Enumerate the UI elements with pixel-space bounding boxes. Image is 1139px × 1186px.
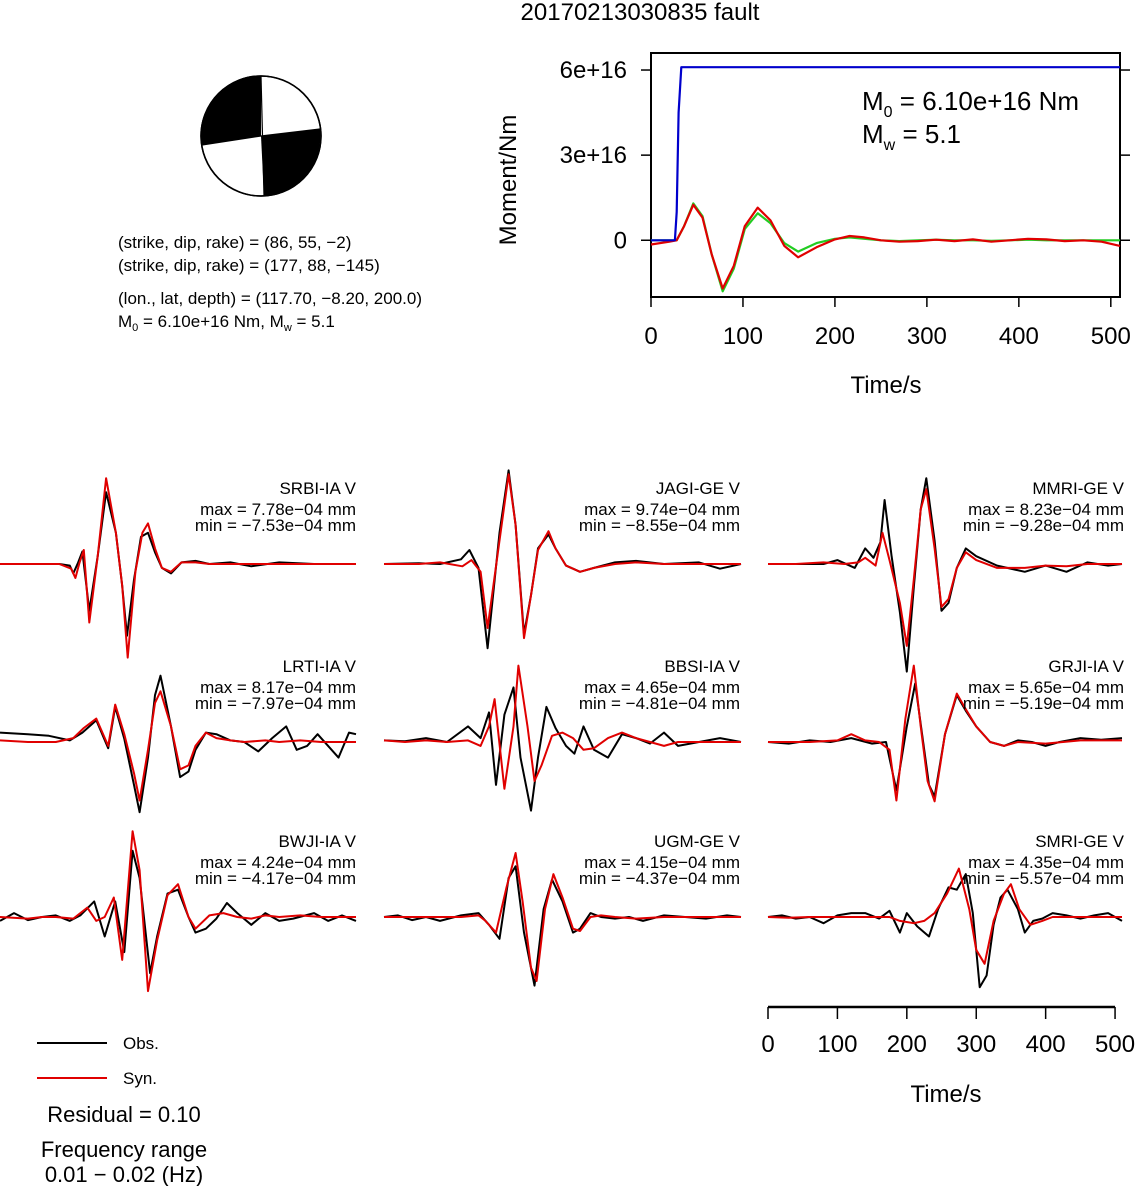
station-max: max = 8.23e−04 mm [968, 500, 1124, 519]
figure-title: 20170213030835 fault [521, 0, 760, 26]
station-max: max = 5.65e−04 mm [968, 678, 1124, 697]
synthetic-trace [0, 830, 356, 993]
moment-series-line [650, 203, 1121, 290]
synthetic-trace [768, 488, 1122, 647]
station-name: SRBI-IA V [279, 479, 356, 498]
moment-xtick-label: 0 [644, 323, 657, 350]
moment-axes: 0 100 200 300 400 500 0 3e+16 6e+16 [560, 57, 1131, 350]
station-name: UGM-GE V [654, 832, 741, 851]
station-min: min = −5.19e−04 mm [963, 694, 1124, 713]
moment-ytick-label: 6e+16 [560, 57, 627, 84]
station-min: min = −7.97e−04 mm [195, 694, 356, 713]
waveform-xtick-label: 0 [761, 1031, 774, 1058]
station-max: max = 7.78e−04 mm [200, 500, 356, 519]
moment-series-line [651, 66, 1120, 242]
moment-ylabel: Moment/Nm [495, 115, 522, 246]
focal-plane-1: (strike, dip, rake) = (86, 55, −2) [118, 233, 351, 252]
moment-rate-chart: 0 100 200 300 400 500 0 3e+16 6e+16 Time/s Momen… [495, 52, 1131, 399]
moment-xtick-label: 500 [1091, 323, 1131, 350]
moment-mw-label: Mw = 5.1 [862, 119, 961, 154]
station-min: min = −4.17e−04 mm [195, 869, 356, 888]
station-max: max = 4.65e−04 mm [584, 678, 740, 697]
waveform-xtick-label: 300 [956, 1031, 996, 1058]
station-name: JAGI-GE V [656, 479, 741, 498]
moment-ytick-label: 0 [614, 227, 627, 254]
waveform-xtick-label: 100 [817, 1031, 857, 1058]
waveform-xlabel: Time/s [910, 1081, 981, 1108]
moment-series-line [651, 202, 1120, 293]
magnitude-summary: M0 = 6.10e+16 Nm, Mw = 5.1 [118, 312, 335, 334]
moment-plot-frame [650, 52, 1121, 298]
legend: Obs. Syn. [37, 1034, 159, 1088]
station-min: min = −4.37e−04 mm [579, 869, 740, 888]
station-max: max = 4.15e−04 mm [584, 853, 740, 872]
station-max: max = 4.24e−04 mm [200, 853, 356, 872]
moment-xlabel: Time/s [850, 372, 921, 399]
waveform-xtick-label: 400 [1026, 1031, 1066, 1058]
synthetic-trace [767, 867, 1122, 965]
moment-series-group [650, 66, 1121, 293]
moment-xtick-label: 200 [815, 323, 855, 350]
station-min: min = −7.53e−04 mm [195, 516, 356, 535]
waveform-xtick-label: 500 [1095, 1031, 1135, 1058]
focal-plane-2: (strike, dip, rake) = (177, 88, −145) [118, 256, 380, 275]
station-min: min = −5.57e−04 mm [963, 869, 1124, 888]
moment-xtick-label: 100 [723, 323, 763, 350]
station-min: min = −8.55e−04 mm [579, 516, 740, 535]
station-max: max = 8.17e−04 mm [200, 678, 356, 697]
station-name: GRJI-IA V [1048, 657, 1124, 676]
synthetic-trace [768, 664, 1122, 803]
residual-text: Residual = 0.10 [47, 1102, 201, 1127]
moment-xtick-label: 300 [907, 323, 947, 350]
hypocenter: (lon., lat, depth) = (117.70, −8.20, 200… [118, 289, 422, 308]
synthetic-trace [0, 477, 356, 659]
synthetic-trace [0, 690, 356, 802]
observed-trace [0, 849, 357, 975]
station-max: max = 9.74e−04 mm [584, 500, 740, 519]
moment-ytick-label: 3e+16 [560, 142, 627, 169]
beachball-icon [200, 75, 322, 197]
station-name: MMRI-GE V [1032, 479, 1124, 498]
observed-trace [767, 873, 1123, 989]
station-name: LRTI-IA V [283, 657, 357, 676]
station-min: min = −4.81e−04 mm [579, 694, 740, 713]
station-name: BWJI-IA V [279, 832, 357, 851]
frequency-range-value: 0.01 − 0.02 (Hz) [45, 1162, 203, 1186]
station-min: min = −9.28e−04 mm [963, 516, 1124, 535]
station-max: max = 4.35e−04 mm [968, 853, 1124, 872]
waveform-time-axis: 0 100 200 300 400 500 [761, 1005, 1135, 1058]
synthetic-trace [383, 664, 741, 790]
legend-obs-label: Obs. [123, 1034, 159, 1053]
waveform-xtick-label: 200 [887, 1031, 927, 1058]
observed-trace [768, 477, 1123, 673]
synthetic-trace [384, 473, 741, 640]
station-name: BBSI-IA V [664, 657, 740, 676]
synthetic-trace [384, 852, 741, 982]
legend-syn-label: Syn. [123, 1069, 157, 1088]
moment-m0-label: M0 = 6.10e+16 Nm [862, 86, 1079, 121]
station-name: SMRI-GE V [1035, 832, 1124, 851]
frequency-range-title: Frequency range [41, 1137, 207, 1162]
moment-xtick-label: 400 [999, 323, 1039, 350]
observed-trace [383, 686, 742, 812]
